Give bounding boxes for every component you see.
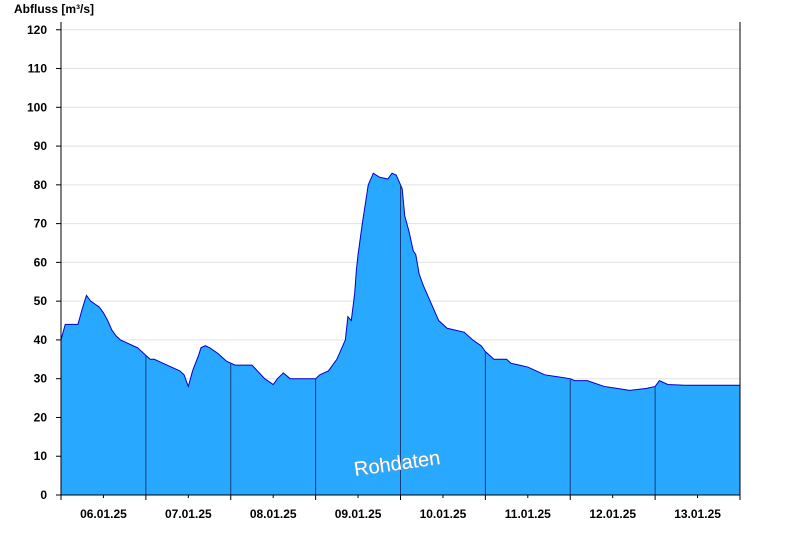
y-tick-label: 0 (40, 488, 47, 502)
x-axis-ticks: 06.01.25 07.01.25 08.01.25 09.01.25 10.01.25… (60, 495, 741, 521)
y-tick-label: 30 (34, 372, 48, 386)
x-tick-label: 10.01.25 (420, 507, 467, 521)
discharge-line (60, 172, 740, 391)
y-tick-label: 90 (34, 139, 48, 153)
x-tick-label: 13.01.25 (674, 507, 721, 521)
x-tick-label: 07.01.25 (165, 507, 212, 521)
y-tick-label: 10 (34, 449, 48, 463)
y-tick-label: 100 (27, 100, 47, 114)
y-axis-title: Abfluss [m³/s] (14, 2, 94, 16)
y-tick-label: 120 (27, 23, 47, 37)
y-tick-label: 110 (28, 62, 48, 76)
x-tick-label: 06.01.25 (80, 507, 127, 521)
y-tick-label: 60 (34, 255, 48, 269)
y-tick-label: 80 (34, 178, 48, 192)
x-tick-label: 09.01.25 (335, 507, 382, 521)
y-axis-ticks: 0 10 20 30 40 50 60 70 80 90 100 110 120 (27, 23, 61, 502)
x-tick-label: 12.01.25 (589, 507, 636, 521)
day-dividers (145, 184, 656, 495)
y-tick-label: 70 (34, 217, 48, 231)
y-tick-label: 50 (34, 294, 48, 308)
y-tick-label: 40 (34, 333, 48, 347)
y-tick-label: 20 (34, 410, 48, 424)
x-tick-label: 11.01.25 (505, 507, 551, 521)
x-tick-label: 08.01.25 (250, 507, 297, 521)
